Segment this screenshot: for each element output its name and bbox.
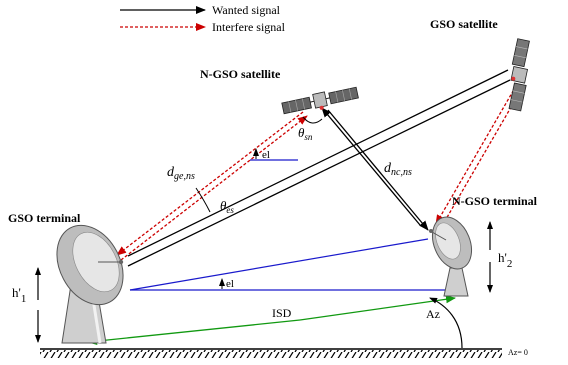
interfere-ngso-to-gso-terminal: [116, 111, 304, 256]
isd-arrow-back: [87, 319, 301, 346]
gso-terminal-label: GSO terminal: [8, 211, 81, 225]
ngso-terminal-dish-icon: [429, 216, 473, 297]
az-zero-label: Az= 0: [508, 348, 528, 357]
d-ge-ns-label: dge,ns: [167, 165, 195, 182]
d-nc-ns-label: dnc,ns: [384, 161, 412, 178]
theta-sn-arc: [302, 116, 323, 124]
h2-label: h'2: [498, 250, 512, 270]
wanted-gso-link-2: [127, 79, 511, 267]
h1-label: h'1: [12, 285, 26, 305]
ground: Az= 0: [40, 348, 528, 358]
wanted-ngso-uplink: [321, 107, 421, 226]
interfere-ngso-terminal-to-gso-sat: [441, 89, 522, 227]
ngso-satellite-icon: [281, 86, 359, 115]
gso-terminal-dish-icon: [56, 224, 124, 344]
theta-es-arc: [195, 187, 211, 213]
wanted-signals: [127, 69, 511, 267]
legend-wanted-label: Wanted signal: [212, 3, 281, 17]
el-lower-label: el: [226, 278, 234, 290]
azimuth-arc: [429, 297, 463, 349]
az-label: Az: [426, 307, 440, 321]
isd-label: ISD: [272, 306, 292, 320]
legend: Wanted signal Interfere signal: [120, 3, 286, 34]
elevation-line-slant: [129, 238, 429, 291]
interfere-gso-terminal-to-ngso: [120, 115, 308, 261]
theta-es-label: θes: [220, 198, 234, 215]
el-upper-label: el: [262, 149, 270, 161]
ngso-terminal-label: N-GSO terminal: [452, 194, 538, 208]
wanted-ngso-downlink: [327, 109, 429, 231]
gso-satellite-icon: [508, 38, 530, 112]
wanted-gso-link-1: [127, 69, 509, 257]
theta-sn-label: θsn: [298, 125, 313, 142]
gso-satellite-label: GSO satellite: [430, 17, 498, 31]
legend-interfere-label: Interfere signal: [212, 20, 286, 34]
elevation-lines: [129, 159, 450, 291]
ngso-satellite-label: N-GSO satellite: [200, 67, 281, 81]
interfere-gso-sat-to-ngso-terminal: [435, 85, 517, 225]
interfere-signals: [116, 85, 522, 261]
